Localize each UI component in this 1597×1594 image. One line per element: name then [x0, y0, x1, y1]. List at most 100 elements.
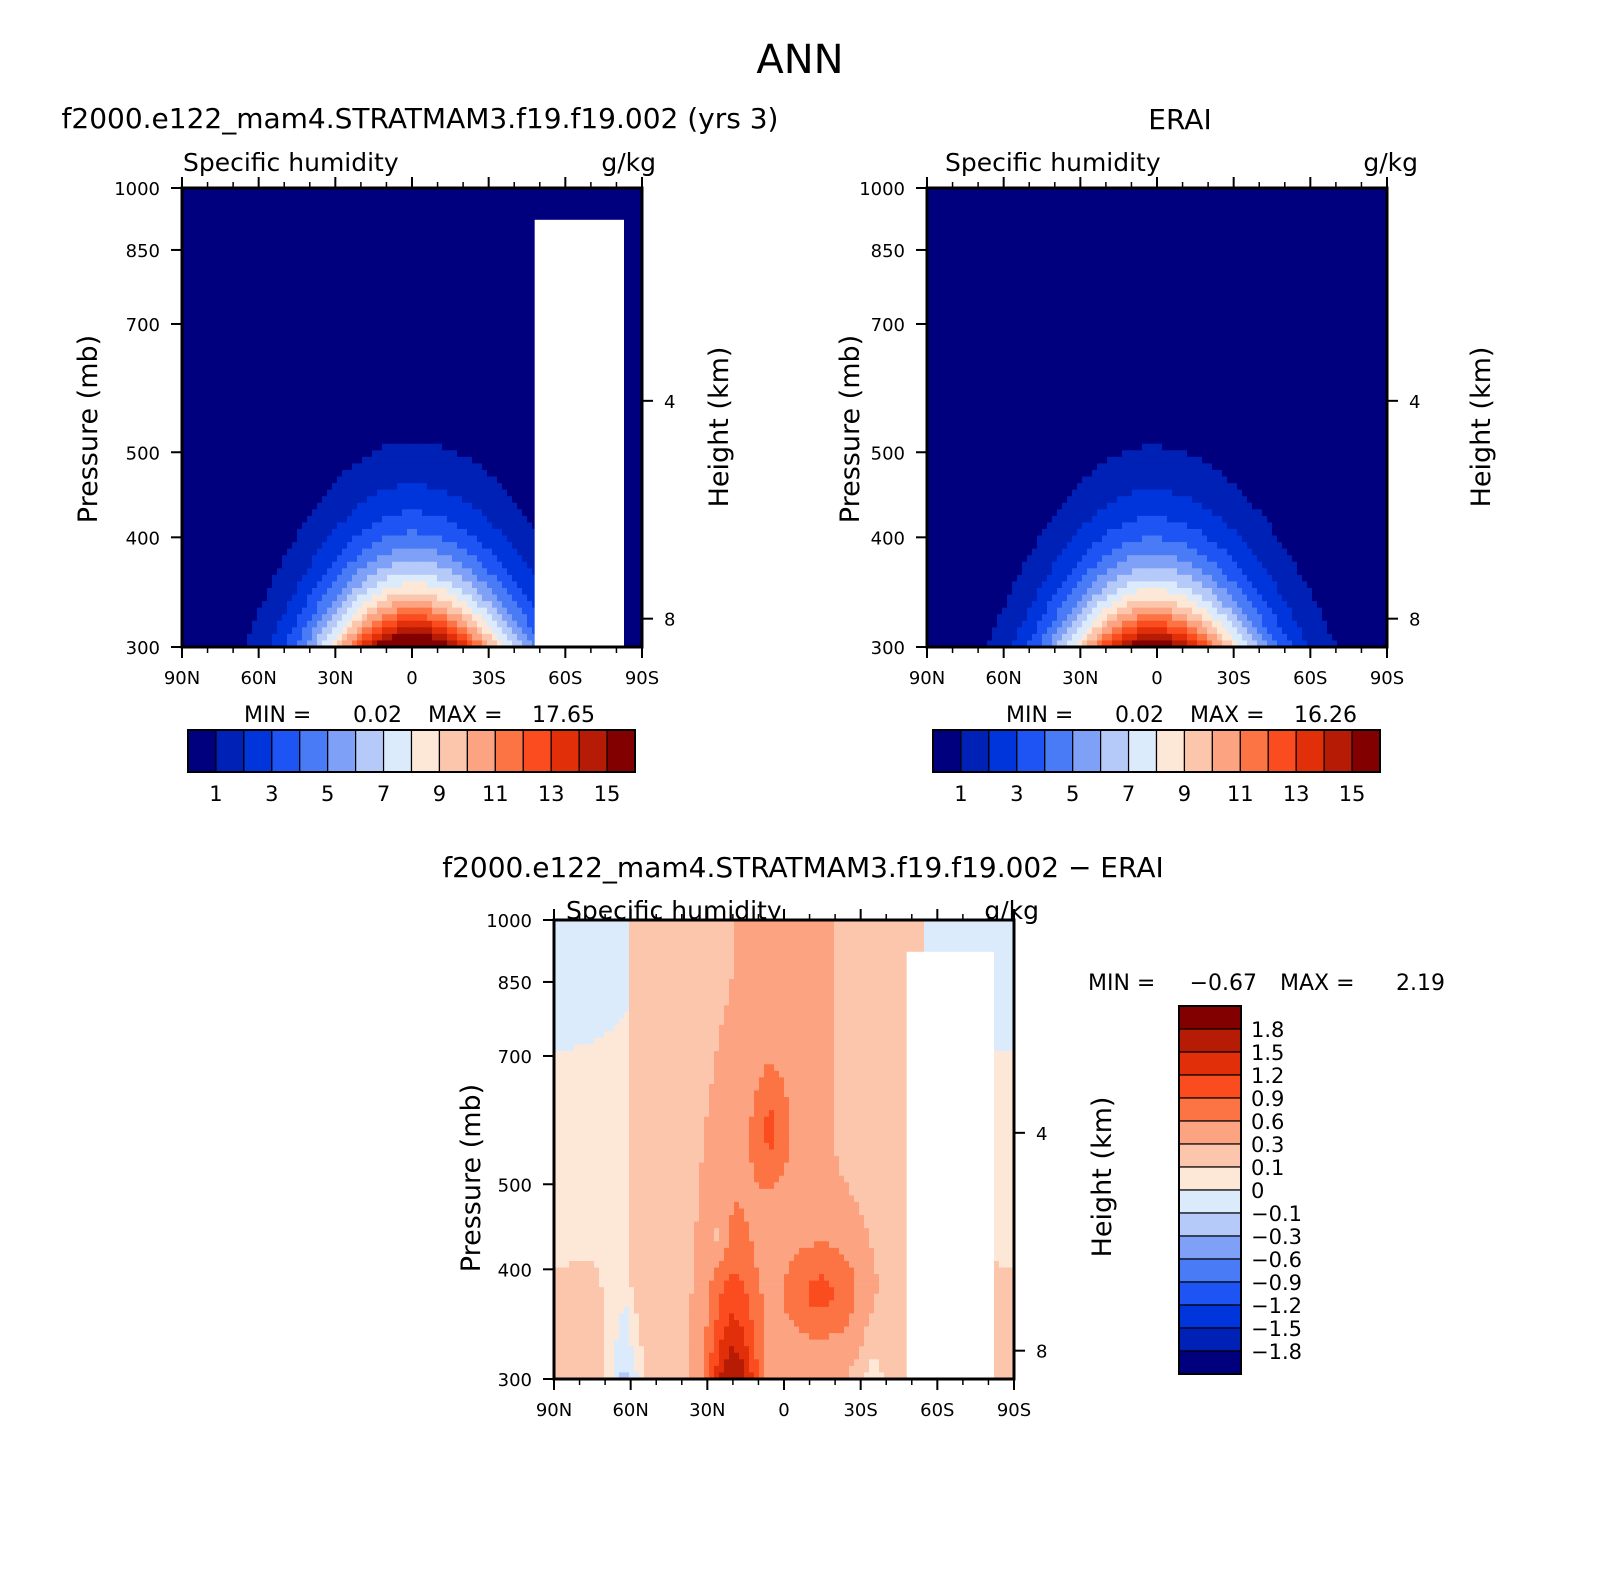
contour-cell [197, 528, 203, 537]
contour-cell [242, 371, 248, 379]
contour-cell [342, 456, 348, 464]
contour-cell [502, 286, 508, 294]
contour-cell [297, 233, 303, 242]
contour-cell [207, 286, 213, 294]
contour-cell [392, 260, 398, 268]
contour-cell [262, 469, 268, 478]
contour-cell [462, 489, 468, 497]
contour-cell [592, 201, 598, 209]
contour-cell [252, 469, 258, 478]
contour-cell [362, 351, 368, 360]
contour-cell [382, 214, 388, 222]
contour-cell [477, 312, 483, 320]
contour-cell [387, 319, 393, 327]
contour-cell [502, 391, 508, 399]
contour-cell [427, 410, 433, 419]
contour-cell [292, 443, 298, 451]
contour-cell [222, 227, 228, 235]
contour-cell [457, 522, 463, 530]
contour-cell [267, 319, 273, 327]
contour-cell [297, 365, 303, 373]
contour-cell [477, 292, 483, 301]
contour-cell [352, 404, 358, 412]
contour-cell [452, 240, 458, 248]
contour-cell [487, 227, 493, 235]
contour-cell [272, 542, 278, 550]
contour-cell [472, 483, 478, 491]
contour-cell [452, 201, 458, 209]
contour-cell [252, 279, 258, 287]
contour-cell [502, 227, 508, 235]
contour-cell [182, 299, 188, 307]
contour-cell [347, 319, 353, 327]
contour-cell [412, 424, 418, 432]
contour-cell [362, 371, 368, 379]
contour-cell [452, 463, 458, 471]
contour-cell [452, 489, 458, 497]
contour-cell [427, 522, 433, 530]
contour-cell [512, 207, 518, 215]
contour-cell [182, 522, 188, 530]
contour-cell [492, 240, 498, 248]
contour-cell [357, 312, 363, 320]
contour-cell [332, 430, 338, 438]
contour-cell [257, 476, 263, 484]
contour-cell [512, 469, 518, 478]
contour-cell [207, 469, 213, 478]
panel-model-title: f2000.e122_mam4.STRATMAM3.f19.f19.002 (y… [62, 102, 779, 135]
contour-cell [522, 502, 528, 510]
contour-cell [422, 319, 428, 327]
contour-cell [337, 292, 343, 301]
contour-cell [407, 509, 413, 517]
contour-cell [292, 299, 298, 307]
contour-cell [622, 469, 628, 478]
contour-cell [477, 188, 483, 196]
contour-cell [212, 522, 218, 530]
contour-cell [362, 214, 368, 222]
contour-cell [622, 266, 628, 274]
contour-cell [372, 437, 378, 445]
contour-cell [437, 522, 443, 530]
contour-cell [387, 476, 393, 484]
contour-cell [372, 332, 378, 340]
contour-cell [442, 345, 448, 353]
contour-cell [422, 378, 428, 386]
contour-cell [252, 286, 258, 294]
contour-cell [347, 345, 353, 353]
contour-cell [282, 509, 288, 517]
contour-cell [322, 437, 328, 445]
contour-cell [322, 391, 328, 399]
contour-cell [437, 365, 443, 373]
contour-cell [432, 220, 438, 228]
contour-cell [382, 397, 388, 405]
contour-cell [362, 450, 368, 458]
contour-cell [427, 509, 433, 517]
contour-cell [632, 365, 638, 373]
contour-cell [272, 483, 278, 491]
contour-cell [437, 489, 443, 497]
contour-cell [377, 325, 383, 333]
contour-cell [337, 358, 343, 366]
contour-cell [407, 450, 413, 458]
contour-cell [367, 306, 373, 314]
contour-cell [632, 306, 638, 314]
contour-cell [242, 509, 248, 517]
contour-cell [217, 384, 223, 392]
contour-cell [507, 260, 513, 268]
contour-cell [472, 391, 478, 399]
contour-cell [522, 528, 528, 537]
contour-cell [222, 384, 228, 392]
contour-cell [632, 345, 638, 353]
contour-cell [217, 509, 223, 517]
contour-cell [572, 188, 578, 196]
contour-cell [487, 338, 493, 346]
contour-cell [632, 194, 638, 202]
contour-cell [302, 194, 308, 202]
contour-cell [207, 476, 213, 484]
contour-cell [197, 456, 203, 464]
contour-cell [377, 489, 383, 497]
contour-cell [472, 469, 478, 478]
contour-cell [492, 332, 498, 340]
contour-cell [207, 424, 213, 432]
contour-cell [457, 286, 463, 294]
